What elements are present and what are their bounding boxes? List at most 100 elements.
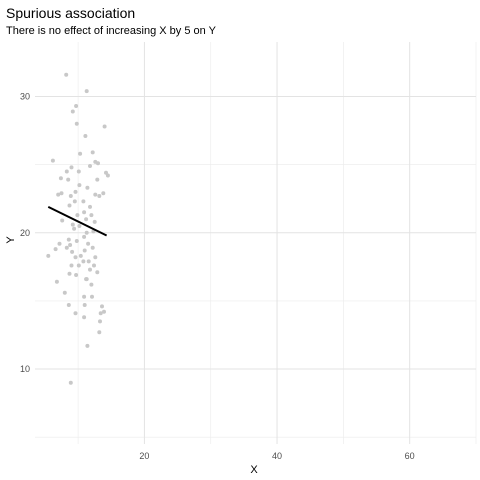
data-point bbox=[84, 217, 89, 222]
data-point bbox=[76, 263, 81, 268]
data-point bbox=[81, 259, 86, 264]
data-point bbox=[70, 109, 75, 114]
data-point bbox=[92, 219, 97, 224]
data-point bbox=[58, 176, 63, 181]
data-point bbox=[95, 177, 100, 182]
data-point bbox=[92, 263, 96, 268]
data-point bbox=[89, 213, 94, 218]
data-point bbox=[72, 226, 77, 231]
data-point bbox=[75, 213, 80, 218]
data-point bbox=[76, 169, 81, 174]
data-point bbox=[105, 173, 110, 178]
data-point bbox=[98, 311, 103, 316]
data-point bbox=[81, 199, 86, 204]
data-point bbox=[84, 277, 89, 282]
data-point bbox=[95, 270, 100, 275]
y-axis-title: Y bbox=[5, 236, 17, 244]
data-point bbox=[90, 150, 95, 155]
data-point bbox=[77, 224, 82, 228]
data-point bbox=[90, 245, 95, 250]
data-point bbox=[57, 241, 62, 246]
data-point bbox=[83, 134, 88, 138]
data-point bbox=[102, 309, 106, 314]
data-point bbox=[64, 169, 69, 174]
data-point bbox=[64, 245, 69, 250]
data-point bbox=[70, 222, 75, 227]
data-point bbox=[88, 204, 92, 209]
data-point bbox=[84, 89, 89, 94]
data-point bbox=[85, 185, 90, 190]
data-point bbox=[102, 124, 107, 129]
y-tick-label: 10 bbox=[20, 364, 30, 374]
data-point bbox=[74, 121, 79, 126]
data-point bbox=[66, 303, 71, 307]
data-point bbox=[68, 380, 73, 385]
data-point bbox=[98, 319, 102, 324]
x-axis-title: X bbox=[250, 464, 258, 476]
data-point bbox=[84, 230, 89, 235]
data-point bbox=[70, 249, 75, 254]
data-point bbox=[78, 253, 83, 258]
data-point bbox=[82, 210, 87, 215]
data-point bbox=[97, 194, 102, 198]
x-tick-label: 60 bbox=[405, 451, 415, 461]
regression-line bbox=[47, 205, 108, 237]
data-point bbox=[90, 294, 94, 299]
data-point bbox=[68, 194, 73, 198]
grid-minor bbox=[35, 42, 477, 444]
data-point bbox=[82, 303, 87, 307]
data-point bbox=[82, 248, 87, 253]
data-point bbox=[53, 247, 58, 252]
data-point bbox=[50, 158, 55, 163]
data-point bbox=[73, 255, 78, 260]
data-point bbox=[86, 241, 91, 246]
x-tick-label: 20 bbox=[139, 451, 149, 461]
data-point bbox=[78, 151, 83, 156]
data-point bbox=[54, 279, 59, 284]
data-point bbox=[88, 164, 92, 168]
data-point bbox=[66, 237, 71, 242]
data-point bbox=[62, 290, 67, 295]
data-point bbox=[73, 311, 78, 316]
data-point bbox=[100, 304, 104, 309]
data-point bbox=[74, 239, 79, 243]
data-point bbox=[69, 263, 74, 268]
grid-major bbox=[35, 42, 476, 444]
data-point bbox=[101, 191, 106, 196]
y-tick-label: 30 bbox=[20, 92, 30, 102]
data-point bbox=[74, 273, 79, 277]
data-point bbox=[74, 104, 79, 108]
data-point bbox=[68, 243, 73, 247]
data-point bbox=[88, 267, 92, 272]
data-point bbox=[73, 189, 78, 194]
data-point bbox=[93, 192, 98, 197]
data-point bbox=[69, 165, 74, 170]
data-point bbox=[72, 199, 77, 204]
x-tick-label: 40 bbox=[272, 451, 282, 461]
data-point bbox=[67, 203, 72, 208]
data-points bbox=[46, 72, 110, 385]
data-point bbox=[85, 343, 90, 348]
data-point bbox=[56, 192, 61, 197]
y-tick-label: 20 bbox=[20, 228, 30, 238]
data-point bbox=[93, 255, 98, 260]
chart-subtitle: There is no effect of increasing X by 5 … bbox=[6, 25, 217, 37]
data-point bbox=[96, 161, 100, 166]
data-point bbox=[60, 218, 65, 223]
y-tick-labels: 10 20 30 bbox=[20, 92, 30, 375]
data-point bbox=[89, 282, 94, 287]
x-tick-labels: 20 40 60 bbox=[139, 451, 414, 461]
data-point bbox=[46, 253, 51, 258]
data-point bbox=[77, 183, 82, 188]
data-point bbox=[86, 259, 91, 264]
data-point bbox=[97, 330, 102, 335]
data-point bbox=[82, 315, 87, 320]
data-point bbox=[59, 191, 64, 196]
data-point bbox=[82, 234, 87, 239]
chart-title: Spurious association bbox=[6, 5, 135, 21]
data-point bbox=[66, 177, 71, 182]
data-point bbox=[64, 72, 69, 77]
data-point bbox=[67, 271, 72, 276]
data-point bbox=[82, 294, 87, 299]
